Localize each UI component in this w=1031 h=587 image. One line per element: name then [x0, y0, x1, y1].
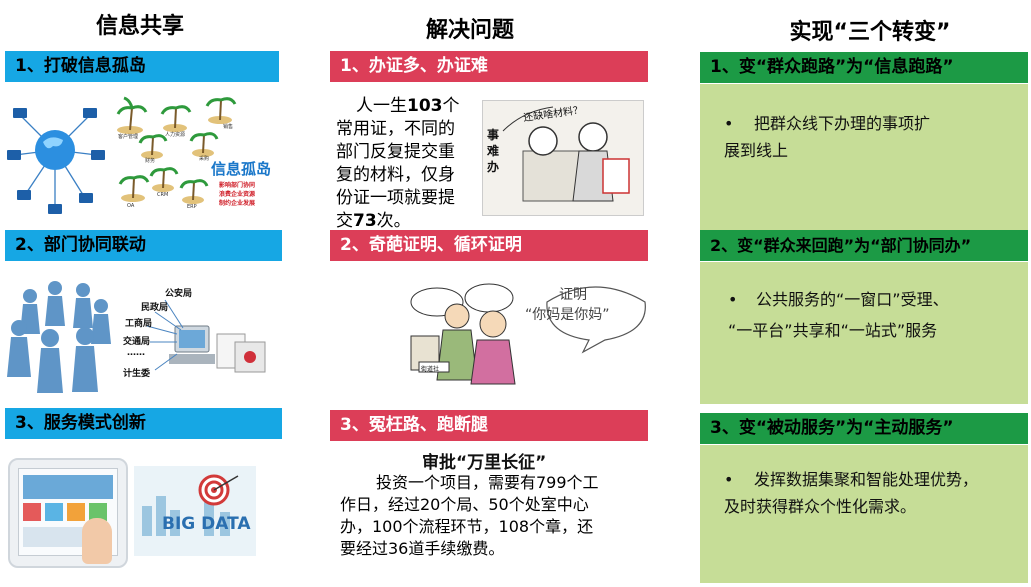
dept-label: 民政局	[141, 303, 169, 313]
bubble-line-1: 证明	[559, 287, 587, 303]
left-item-2-bar: 2、部门协同联动	[5, 230, 282, 261]
people-circle-graphic	[7, 281, 266, 393]
right-column-title: 实现“三个转变”	[789, 20, 951, 45]
right-item-2-box	[700, 262, 1028, 404]
right-item-1-box	[700, 84, 1028, 230]
big-data-picture: BIG DATA	[134, 466, 256, 556]
cartoon2-sign: 街道社	[421, 366, 440, 373]
cartoon-hard-procedures: 事难办 还缺啥材料？	[482, 100, 644, 216]
info-island-bullet: 影响部门协同	[219, 182, 256, 189]
right-item-2-text: • 公共服务的“一窗口”受理、 “一平台”共享和“一站式”服务	[728, 286, 1024, 344]
bubble-line-2: “你妈是你妈”	[525, 307, 610, 323]
target-icon	[142, 474, 239, 536]
dept-collab-picture: 公安局 民政局 工商局 交通局 …… 计生委	[5, 268, 280, 400]
bullet: •	[728, 290, 738, 309]
middle-item-1-bar: 1、办证多、办证难	[330, 51, 648, 82]
cartoon1-side-text: 事难办	[487, 128, 500, 174]
right-item-3-bar: 3、变“被动服务”为“主动服务”	[700, 413, 1028, 444]
network-globe-graphic: 客户管理 人力资源 财务 采购 销售 CRM OA ERP	[7, 96, 237, 214]
right-item-3-text: • 发挥数据集聚和智能处理优势， 及时获得群众个性化需求。	[724, 466, 1024, 520]
info-island-bullet: 制约企业发展	[219, 200, 256, 207]
left-item-1-bar: 1、打破信息孤岛	[5, 51, 279, 82]
bullet: •	[724, 470, 734, 489]
left-item-3-bar: 3、服务模式创新	[5, 408, 282, 439]
right-item-1-text: • 把群众线下办理的事项扩 展到线上	[724, 110, 1014, 164]
island-label: ERP	[187, 204, 197, 210]
finger-icon	[82, 518, 112, 564]
island-label: CRM	[157, 192, 168, 198]
tablet-picture	[8, 458, 128, 568]
middle-column-title: 解决问题	[425, 18, 514, 43]
middle-item-2-bar: 2、奇葩证明、循环证明	[330, 230, 648, 261]
island-label: 采购	[199, 155, 209, 162]
dept-label: ……	[127, 348, 145, 358]
dept-label: 计生委	[123, 369, 151, 379]
bullet: •	[724, 114, 734, 133]
dept-label: 公安局	[165, 289, 193, 299]
cartoon-odd-certificates: 证明 “你妈是你妈” 街道社	[397, 276, 647, 388]
left-column-title: 信息共享	[95, 14, 184, 39]
middle-item-3-bar: 3、冤枉路、跑断腿	[330, 410, 648, 441]
dept-label: 工商局	[125, 319, 153, 329]
island-label: 客户管理	[118, 133, 138, 140]
middle-paragraph-3-title: 审批“万里长征”	[422, 453, 547, 473]
island-label: 财务	[145, 157, 155, 164]
island-label: OA	[127, 203, 135, 209]
middle-paragraph-1: 人一生103个 常用证，不同的 部门反复提交重 复的材料，仅身 份证一项就要提 …	[336, 96, 460, 231]
right-item-2-bar: 2、变“群众来回跑”为“部门协同办”	[700, 230, 1028, 261]
island-label: 人力资源	[165, 131, 185, 138]
big-data-text: BIG DATA	[162, 514, 251, 534]
right-item-1-bar: 1、变“群众跑路”为“信息跑路”	[700, 52, 1028, 83]
info-island-title: 信息孤岛	[211, 160, 272, 178]
middle-paragraph-3-body: 投资一个项目，需要有799个工 作日，经过20个局、50个处室中心 办，100个…	[340, 473, 599, 558]
island-label: 销售	[223, 123, 233, 130]
info-island-bullet: 浪费企业资源	[219, 191, 256, 198]
info-island-picture: 客户管理 人力资源 财务 采购 销售 CRM OA ERP 信息孤岛 影响部门协…	[5, 90, 280, 220]
right-item-3-box	[700, 445, 1028, 583]
dept-label: 交通局	[123, 337, 151, 347]
